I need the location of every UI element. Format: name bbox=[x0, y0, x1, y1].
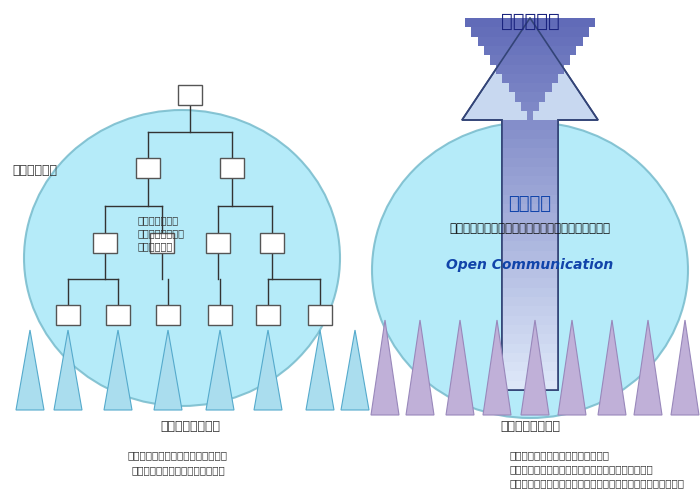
Text: －水平連携を自由にさせない構造: －水平連携を自由にさせない構造 bbox=[131, 465, 225, 475]
Polygon shape bbox=[508, 83, 552, 92]
Text: 縦方向コミュニ
ケーションと会議
による横調整: 縦方向コミュニ ケーションと会議 による横調整 bbox=[138, 215, 185, 252]
Text: －　実行部隊　－: － 実行部隊 － bbox=[500, 420, 560, 433]
Polygon shape bbox=[477, 36, 582, 46]
Polygon shape bbox=[462, 18, 598, 390]
Polygon shape bbox=[104, 330, 132, 410]
FancyBboxPatch shape bbox=[256, 305, 280, 325]
Polygon shape bbox=[254, 330, 282, 410]
Polygon shape bbox=[502, 139, 558, 148]
Polygon shape bbox=[502, 222, 558, 232]
Polygon shape bbox=[502, 269, 558, 278]
Ellipse shape bbox=[24, 110, 340, 406]
Polygon shape bbox=[634, 320, 662, 415]
Text: 情報の海: 情報の海 bbox=[508, 195, 552, 213]
Polygon shape bbox=[502, 148, 558, 158]
Polygon shape bbox=[502, 325, 558, 334]
Polygon shape bbox=[371, 320, 399, 415]
FancyBboxPatch shape bbox=[106, 305, 130, 325]
Polygon shape bbox=[483, 320, 511, 415]
Polygon shape bbox=[502, 120, 558, 130]
Polygon shape bbox=[502, 316, 558, 325]
Polygon shape bbox=[527, 111, 533, 120]
Text: －調整部隊－: －調整部隊－ bbox=[12, 164, 57, 176]
Polygon shape bbox=[502, 232, 558, 241]
Polygon shape bbox=[502, 204, 558, 214]
Text: ミッション: ミッション bbox=[500, 12, 559, 31]
Text: Open Communication: Open Communication bbox=[447, 258, 614, 272]
Polygon shape bbox=[502, 186, 558, 194]
Polygon shape bbox=[502, 278, 558, 287]
Polygon shape bbox=[502, 176, 558, 186]
Polygon shape bbox=[503, 74, 558, 83]
Polygon shape bbox=[502, 306, 558, 316]
Polygon shape bbox=[502, 214, 558, 222]
Polygon shape bbox=[502, 167, 558, 176]
Polygon shape bbox=[521, 102, 539, 111]
Polygon shape bbox=[502, 334, 558, 344]
Text: 垂直統合と水平連携のバランス組織: 垂直統合と水平連携のバランス組織 bbox=[510, 450, 610, 460]
Polygon shape bbox=[502, 250, 558, 260]
FancyBboxPatch shape bbox=[260, 233, 284, 253]
Polygon shape bbox=[502, 241, 558, 250]
Polygon shape bbox=[484, 46, 576, 55]
Text: 物理的な足かせによる垂直統合組織: 物理的な足かせによる垂直統合組織 bbox=[128, 450, 228, 460]
FancyBboxPatch shape bbox=[136, 158, 160, 178]
Polygon shape bbox=[502, 362, 558, 372]
Polygon shape bbox=[502, 353, 558, 362]
Polygon shape bbox=[341, 330, 369, 410]
Polygon shape bbox=[558, 320, 586, 415]
Text: 情報共有と横のコミュニケーションによる自律調整: 情報共有と横のコミュニケーションによる自律調整 bbox=[449, 222, 610, 235]
Polygon shape bbox=[471, 28, 589, 36]
Polygon shape bbox=[502, 297, 558, 306]
FancyBboxPatch shape bbox=[150, 233, 174, 253]
FancyBboxPatch shape bbox=[156, 305, 180, 325]
Polygon shape bbox=[306, 330, 334, 410]
Text: －　実行部隊　－: － 実行部隊 － bbox=[160, 420, 220, 433]
Polygon shape bbox=[446, 320, 474, 415]
Polygon shape bbox=[502, 130, 558, 139]
FancyBboxPatch shape bbox=[56, 305, 80, 325]
Polygon shape bbox=[598, 320, 626, 415]
Polygon shape bbox=[502, 194, 558, 204]
Ellipse shape bbox=[372, 122, 688, 418]
Polygon shape bbox=[521, 320, 549, 415]
FancyBboxPatch shape bbox=[220, 158, 244, 178]
Polygon shape bbox=[54, 330, 82, 410]
Polygon shape bbox=[514, 92, 545, 102]
Text: －本人の意識によって水平連携が自由に出来る構造: －本人の意識によって水平連携が自由に出来る構造 bbox=[510, 464, 654, 474]
Polygon shape bbox=[154, 330, 182, 410]
Polygon shape bbox=[502, 372, 558, 380]
Polygon shape bbox=[206, 330, 234, 410]
FancyBboxPatch shape bbox=[178, 85, 202, 105]
Polygon shape bbox=[496, 64, 564, 74]
Polygon shape bbox=[502, 288, 558, 297]
Polygon shape bbox=[502, 260, 558, 269]
Polygon shape bbox=[465, 18, 595, 28]
Polygon shape bbox=[16, 330, 44, 410]
Polygon shape bbox=[502, 344, 558, 353]
Polygon shape bbox=[502, 380, 558, 390]
Polygon shape bbox=[406, 320, 434, 415]
Text: 情報を状況情報としても使えるし、判断情報としても使える: 情報を状況情報としても使えるし、判断情報としても使える bbox=[510, 478, 685, 488]
FancyBboxPatch shape bbox=[208, 305, 232, 325]
Polygon shape bbox=[490, 55, 570, 64]
FancyBboxPatch shape bbox=[206, 233, 230, 253]
FancyBboxPatch shape bbox=[93, 233, 117, 253]
Polygon shape bbox=[671, 320, 699, 415]
FancyBboxPatch shape bbox=[308, 305, 332, 325]
Polygon shape bbox=[502, 158, 558, 167]
